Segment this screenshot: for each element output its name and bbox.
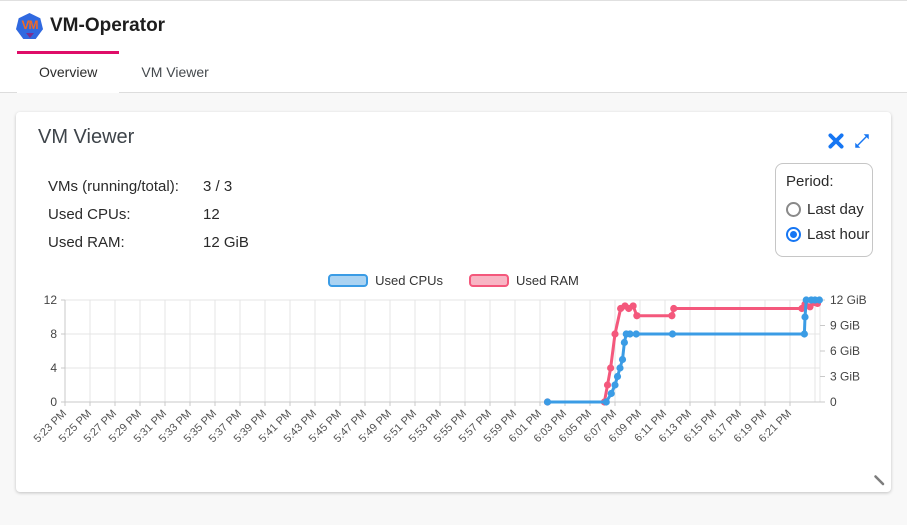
- app-title: VM-Operator: [50, 15, 166, 36]
- chart-wrap: 5:23 PM 5:25 PM 5:27 PM 5:29 PM 5:31 PM 5:33 …: [20, 292, 891, 472]
- data-point: [602, 398, 610, 406]
- radio-button[interactable]: [786, 202, 801, 217]
- gridlines: [64, 299, 821, 403]
- data-point: [806, 303, 814, 311]
- data-point: [633, 312, 641, 320]
- data-point: [543, 398, 552, 406]
- radio-button[interactable]: [786, 227, 801, 242]
- tab-overview[interactable]: Overview: [17, 51, 120, 93]
- data-point: [613, 372, 622, 381]
- series-line-used-ram: [546, 301, 819, 404]
- usage-chart: 5:23 PM5:25 PM5:27 PM5:29 PM5:31 PM5:33 …: [32, 293, 867, 445]
- data-point: [802, 296, 810, 304]
- y-right-tick-label: 3 GiB: [830, 370, 860, 384]
- series: [543, 296, 823, 406]
- stat-label: Used CPUs:: [48, 205, 131, 223]
- data-point: [611, 330, 619, 338]
- series-line-used-cpus: [546, 298, 821, 404]
- tab-vm-viewer-label: VM Viewer: [141, 63, 209, 80]
- active-tab-indicator: [17, 51, 120, 54]
- stat-row-vms: VMs (running/total): 3 / 3: [48, 172, 891, 200]
- y-left-tick-label: 12: [44, 293, 58, 307]
- y-left-tick-label: 4: [50, 361, 57, 375]
- page-content: VM Viewer VMs (running/total): 3 / 3 Use…: [0, 93, 907, 525]
- legend-item-used-cpus[interactable]: Used CPUs: [328, 273, 443, 288]
- data-point: [607, 364, 615, 372]
- resize-handle-icon[interactable]: [871, 472, 887, 488]
- legend-label: Used CPUs: [375, 272, 444, 288]
- radio-last-hour[interactable]: Last hour: [786, 222, 872, 247]
- close-icon[interactable]: [827, 132, 845, 150]
- radio-last-day-label: Last day: [807, 201, 864, 218]
- stat-label: Used RAM:: [48, 233, 125, 251]
- data-point: [611, 381, 619, 389]
- data-point: [616, 364, 624, 372]
- data-point: [629, 302, 637, 310]
- data-point: [668, 330, 677, 338]
- period-label: Period:: [786, 173, 834, 190]
- data-point: [620, 338, 628, 347]
- legend-item-used-ram[interactable]: Used RAM: [469, 273, 579, 288]
- y-left-tick-label: 8: [50, 327, 57, 341]
- stat-value: 3 / 3: [203, 177, 233, 195]
- panel-title: VM Viewer: [38, 126, 135, 148]
- stats-list: VMs (running/total): 3 / 3 Used CPUs: 12…: [48, 172, 891, 256]
- stat-label: VMs (running/total):: [48, 177, 179, 195]
- y-left-tick-label: 0: [50, 395, 57, 409]
- tab-strip: Overview VM Viewer: [0, 51, 907, 93]
- y-right-tick-label: 0: [830, 395, 837, 409]
- stat-value: 12: [203, 205, 220, 223]
- y-right-tick-label: 9 GiB: [830, 319, 860, 333]
- legend-label: Used RAM: [516, 272, 579, 288]
- data-point: [668, 312, 676, 320]
- radio-last-day[interactable]: Last day: [786, 197, 872, 222]
- axes: [61, 299, 825, 406]
- app-header: VM VM-Operator: [0, 1, 907, 51]
- y-right-tick-label: 6 GiB: [830, 344, 860, 358]
- stat-row-ram: Used RAM: 12 GiB: [48, 228, 891, 256]
- vm-viewer-panel: VM Viewer VMs (running/total): 3 / 3 Use…: [16, 112, 891, 492]
- stat-row-cpus: Used CPUs: 12: [48, 200, 891, 228]
- radio-last-hour-label: Last hour: [807, 226, 870, 243]
- data-point: [626, 330, 634, 338]
- data-point: [801, 313, 809, 321]
- tab-vm-viewer[interactable]: VM Viewer: [119, 51, 230, 92]
- data-point: [618, 355, 627, 364]
- axis-labels: 5:23 PM5:25 PM5:27 PM5:29 PM5:31 PM5:33 …: [32, 293, 867, 445]
- app-logo-icon: VM: [16, 13, 43, 39]
- legend-swatch-cpus: [328, 273, 369, 287]
- panel-actions: [827, 132, 871, 150]
- panel-header: VM Viewer: [16, 126, 891, 150]
- y-right-tick-label: 12 GiB: [830, 293, 867, 307]
- data-point: [607, 389, 615, 398]
- logo-mark: [25, 33, 34, 38]
- legend-swatch-ram: [469, 273, 510, 287]
- tab-overview-label: Overview: [39, 63, 98, 80]
- data-point: [632, 330, 640, 338]
- period-box: Period: Last day Last hour: [775, 163, 873, 257]
- data-point: [670, 304, 678, 313]
- chart-legend: Used CPUs Used RAM: [16, 272, 891, 288]
- data-point: [603, 381, 612, 389]
- stat-value: 12 GiB: [203, 233, 249, 251]
- expand-icon[interactable]: [853, 132, 871, 150]
- data-point: [815, 296, 823, 304]
- logo-text: VM: [21, 18, 39, 32]
- data-point: [800, 330, 808, 338]
